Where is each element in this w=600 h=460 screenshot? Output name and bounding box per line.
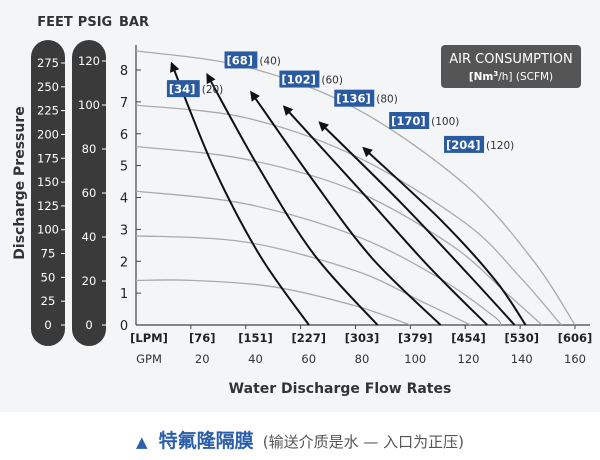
x-tick-gpm: 120 [458,352,480,366]
x-tick-lpm: [LPM] [130,331,168,345]
x-tick-lpm: [303] [345,331,380,345]
legend-subtitle: [Nm3/h] (SCFM) [469,70,553,83]
pressure-curve-3 [135,145,543,326]
x-tick-lpm: [379] [398,331,433,345]
feet-tick-label: 250 [37,80,59,94]
air-consumption-line-5 [318,121,516,326]
psig-tick-label: 20 [82,274,97,288]
air-label-box-5 [389,112,430,129]
caption-sub: (输送介质是水 — 入口为正压) [262,433,464,451]
caption-main: 特氟隆隔膜 [158,430,254,452]
x-tick-lpm: [227] [291,331,326,345]
pressure-curve-2 [135,104,562,326]
feet-tick-label: 175 [37,151,59,165]
air-label-nm3h-2: [68] [227,53,254,67]
x-tick-gpm: 80 [355,352,370,366]
legend-title: AIR CONSUMPTION [449,52,572,67]
air-label-nm3h-4: [136] [336,92,371,106]
x-tick-gpm: 60 [301,352,316,366]
air-consumption-line-6 [362,146,527,326]
x-axis-title: Water Discharge Flow Rates [229,381,452,397]
air-label-box-4 [334,89,375,107]
x-tick-lpm: [76] [189,331,216,345]
air-label-nm3h-1: [34] [169,82,196,96]
bar-tick-label: 4 [120,192,128,207]
psig-tick-label: 60 [82,186,97,200]
unit-header-psig: PSIG [78,15,112,30]
bar-tick-label: 6 [120,128,128,143]
feet-tick-label: 125 [37,199,59,213]
air-consumption-line-3 [250,90,442,326]
y-axis-title: Discharge Pressure [12,106,28,259]
air-label-box-3 [279,70,320,88]
unit-header-feet: FEET [37,15,73,30]
feet-tick-label: 50 [41,270,56,284]
x-tick-lpm: [606] [558,331,593,345]
x-tick-lpm: [454] [451,331,486,345]
air-consumption-line-2 [206,73,379,326]
psig-tick-label: 80 [82,142,97,156]
x-tick-gpm: GPM [136,352,162,366]
bar-tick-label: 5 [120,160,128,175]
bar-tick-label: 2 [120,255,128,270]
air-label-scfm-4: (80) [376,94,398,106]
feet-tick-label: 25 [41,294,56,308]
air-consumption-line-4 [282,105,488,326]
feet-tick-label: 75 [41,247,56,261]
bar-tick-label: 0 [120,319,128,334]
x-tick-gpm: 160 [564,352,586,366]
air-label-box-2 [224,51,258,69]
air-label-scfm-5: (100) [431,116,459,128]
air-label-scfm-1: (20) [202,84,224,96]
psig-tick-label: 100 [78,98,100,112]
feet-tick-label: 200 [37,127,59,141]
feet-tick-label: 150 [37,175,59,189]
psig-tick-label: 120 [78,54,100,68]
air-consumption-line-1 [170,61,310,326]
triangle-icon: ▲ [136,433,148,451]
x-tick-lpm: [151] [238,331,273,345]
x-tick-gpm: 20 [195,352,210,366]
x-tick-gpm: 100 [404,352,426,366]
feet-tick-label: 0 [44,318,51,332]
feet-tick-label: 100 [37,223,59,237]
air-label-nm3h-5: [170] [391,114,426,128]
air-label-scfm-6: (120) [486,140,514,152]
pressure-curve-4 [135,190,502,326]
legend-box [441,45,581,88]
feet-tick-label: 275 [37,56,59,70]
pressure-curve-5 [135,235,471,326]
bar-tick-label: 7 [120,96,128,111]
psig-tick-label: 0 [85,318,92,332]
air-label-nm3h-6: [204] [446,138,481,152]
bar-tick-label: 3 [120,223,128,238]
air-label-box-6 [444,135,485,153]
air-label-scfm-3: (60) [321,75,343,87]
feet-tick-label: 225 [37,104,59,118]
bar-tick-label: 1 [120,287,128,302]
pressure-curve-6 [135,279,411,326]
bar-tick-label: 8 [120,64,128,79]
x-tick-lpm: [530] [504,331,539,345]
air-label-nm3h-3: [102] [281,73,316,87]
chart-caption: ▲ 特氟隆隔膜 (输送介质是水 — 入口为正压) [0,426,600,453]
feet-column [31,40,65,346]
x-tick-gpm: 140 [511,352,533,366]
psig-column [72,40,106,346]
unit-header-bar: BAR [119,15,149,30]
psig-tick-label: 40 [82,230,97,244]
air-label-scfm-2: (40) [259,55,281,67]
air-label-box-1 [166,80,200,98]
x-tick-gpm: 40 [248,352,263,366]
